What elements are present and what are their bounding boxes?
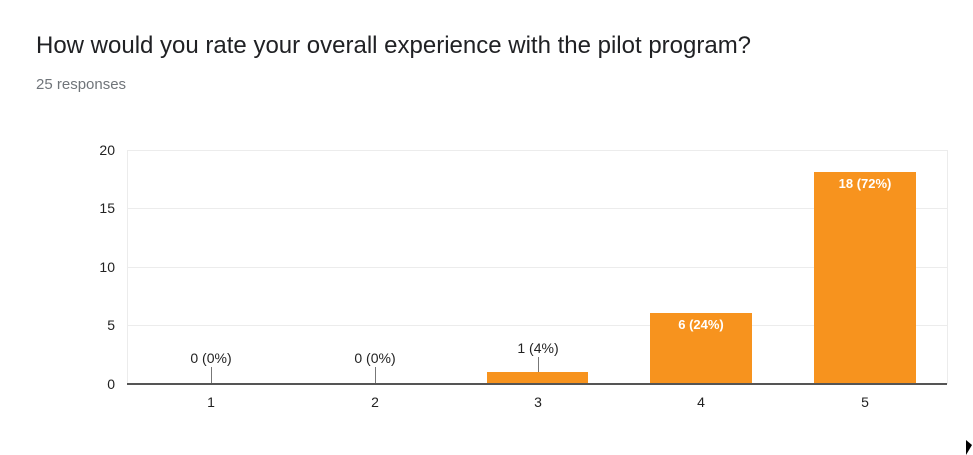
y-tick-0: 0 — [107, 376, 115, 392]
bar-label-3: 1 (4%) — [517, 340, 559, 356]
x-tick-4: 4 — [697, 394, 705, 410]
gridline — [127, 150, 128, 384]
gridline — [127, 150, 947, 151]
mouse-cursor-icon — [966, 440, 972, 455]
label-stem — [211, 367, 212, 383]
x-tick-5: 5 — [861, 394, 869, 410]
question-title: How would you rate your overall experien… — [36, 32, 752, 59]
gridline — [127, 325, 947, 326]
gridline — [127, 267, 947, 268]
response-count: 25 responses — [36, 76, 127, 93]
x-axis — [127, 383, 947, 385]
y-tick-15: 15 — [99, 200, 115, 216]
bar-5 — [814, 172, 916, 383]
y-tick-5: 5 — [107, 317, 115, 333]
bar-label-5: 18 (72%) — [838, 176, 892, 191]
y-tick-20: 20 — [99, 142, 115, 158]
y-tick-10: 10 — [99, 259, 115, 275]
bar-label-4: 6 (24%) — [678, 317, 724, 332]
x-tick-3: 3 — [534, 394, 542, 410]
bar-label-2: 0 (0%) — [354, 350, 396, 366]
bar-4 — [650, 313, 752, 383]
bar-3 — [487, 372, 588, 383]
bar-label-1: 0 (0%) — [190, 350, 232, 366]
x-tick-2: 2 — [371, 394, 379, 410]
gridline — [127, 208, 947, 209]
label-stem — [538, 357, 539, 372]
label-stem — [375, 367, 376, 383]
gridline — [947, 150, 948, 384]
x-tick-1: 1 — [207, 394, 215, 410]
